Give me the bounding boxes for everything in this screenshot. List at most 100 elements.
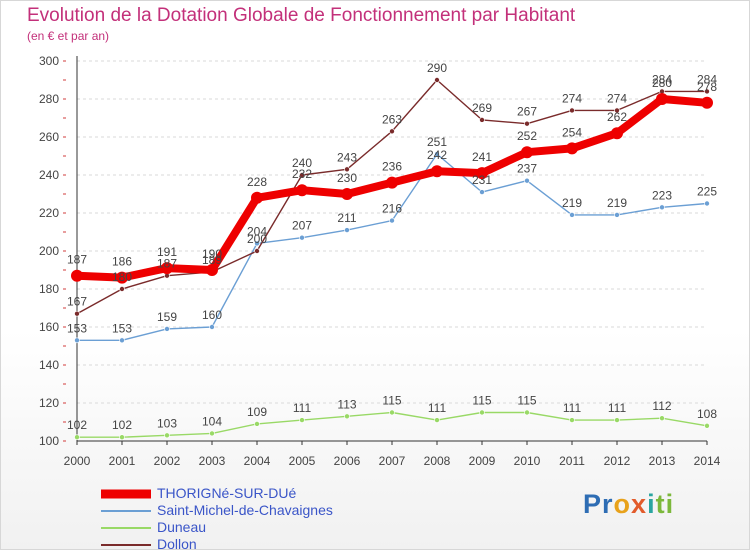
data-point bbox=[524, 177, 530, 184]
data-label: 200 bbox=[247, 232, 267, 246]
x-tick-label: 2001 bbox=[109, 454, 136, 468]
data-point bbox=[209, 324, 215, 330]
data-label: 180 bbox=[112, 270, 132, 284]
x-tick-label: 2007 bbox=[379, 454, 406, 468]
data-point bbox=[656, 93, 668, 105]
data-label: 252 bbox=[517, 129, 537, 143]
data-label: 243 bbox=[337, 150, 357, 164]
data-point bbox=[254, 421, 260, 427]
y-tick-label: 240 bbox=[39, 168, 59, 182]
y-tick-label: 280 bbox=[39, 92, 59, 106]
data-point bbox=[206, 264, 218, 276]
data-label: 190 bbox=[202, 247, 222, 261]
data-point bbox=[479, 117, 485, 123]
data-point bbox=[704, 422, 710, 429]
data-label: 280 bbox=[652, 76, 672, 90]
data-label: 284 bbox=[697, 72, 717, 86]
data-label: 225 bbox=[697, 185, 717, 199]
data-label: 263 bbox=[382, 112, 402, 126]
logo-letter: t bbox=[655, 489, 666, 519]
data-point bbox=[521, 146, 533, 159]
y-tick-label: 200 bbox=[39, 244, 59, 258]
data-point bbox=[119, 434, 125, 441]
y-tick-label: 300 bbox=[39, 54, 59, 68]
data-label: 230 bbox=[337, 171, 357, 185]
data-label: 109 bbox=[247, 405, 267, 419]
data-label: 231 bbox=[472, 173, 492, 187]
data-point bbox=[119, 337, 125, 344]
data-label: 219 bbox=[607, 196, 627, 210]
data-label: 204 bbox=[247, 224, 267, 238]
data-label: 108 bbox=[697, 407, 717, 421]
logo-letter: o bbox=[613, 489, 632, 519]
data-point bbox=[614, 417, 620, 423]
data-label: 111 bbox=[608, 401, 627, 415]
data-point bbox=[701, 96, 713, 109]
data-point bbox=[74, 310, 80, 317]
data-point bbox=[116, 271, 128, 284]
data-label: 290 bbox=[427, 61, 447, 75]
data-label: 232 bbox=[292, 167, 312, 181]
data-point bbox=[344, 413, 350, 420]
data-label: 219 bbox=[562, 196, 582, 210]
data-label: 103 bbox=[157, 416, 177, 430]
x-tick-label: 2010 bbox=[514, 454, 541, 468]
data-point bbox=[164, 432, 170, 439]
data-point bbox=[344, 227, 350, 233]
y-tick-label: 120 bbox=[39, 396, 59, 410]
data-point bbox=[614, 212, 620, 218]
logo-letter: i bbox=[647, 489, 656, 519]
legend-swatch bbox=[101, 526, 151, 529]
x-tick-label: 2003 bbox=[199, 454, 226, 468]
data-label: 112 bbox=[652, 399, 671, 413]
legend-item: Dollon bbox=[101, 536, 421, 553]
data-label: 236 bbox=[382, 160, 402, 174]
x-tick-label: 2002 bbox=[154, 454, 181, 468]
data-point bbox=[479, 189, 485, 195]
data-label: 237 bbox=[517, 162, 537, 176]
logo-letter: i bbox=[665, 489, 675, 519]
data-label: 111 bbox=[428, 401, 447, 415]
data-label: 187 bbox=[157, 257, 177, 271]
data-point bbox=[71, 269, 83, 282]
data-label: 269 bbox=[472, 101, 492, 115]
data-point bbox=[614, 107, 620, 114]
data-label: 104 bbox=[202, 414, 222, 428]
proxiti-logo: Proxiti bbox=[583, 489, 674, 520]
x-tick-label: 2000 bbox=[64, 454, 91, 468]
data-point bbox=[386, 176, 398, 189]
data-label: 115 bbox=[472, 394, 491, 408]
logo-letter: r bbox=[602, 489, 614, 519]
data-label: 242 bbox=[427, 148, 447, 162]
legend-label: Saint-Michel-de-Chavaignes bbox=[157, 502, 333, 518]
data-label: 278 bbox=[697, 80, 717, 94]
legend-label: Duneau bbox=[157, 519, 207, 535]
data-point bbox=[74, 337, 80, 344]
data-point bbox=[296, 184, 308, 197]
x-tick-label: 2009 bbox=[469, 454, 496, 468]
data-point bbox=[524, 409, 530, 416]
data-label: 115 bbox=[382, 394, 401, 408]
data-point bbox=[434, 77, 440, 83]
y-tick-label: 220 bbox=[39, 206, 59, 220]
data-point bbox=[74, 434, 80, 441]
logo-letter: P bbox=[583, 489, 603, 519]
x-tick-label: 2004 bbox=[244, 454, 271, 468]
data-point bbox=[659, 204, 665, 211]
chart-subtitle: (en € et par an) bbox=[27, 29, 110, 43]
data-label: 267 bbox=[517, 105, 537, 119]
x-tick-label: 2008 bbox=[424, 454, 451, 468]
data-point bbox=[434, 417, 440, 423]
data-label: 113 bbox=[337, 397, 356, 411]
data-point bbox=[389, 217, 395, 224]
data-label: 228 bbox=[247, 175, 267, 189]
data-point bbox=[209, 430, 215, 437]
data-label: 111 bbox=[563, 401, 582, 415]
data-label: 274 bbox=[607, 91, 627, 105]
y-tick-label: 140 bbox=[39, 358, 59, 372]
logo-letter: x bbox=[631, 489, 648, 519]
data-point bbox=[164, 326, 170, 332]
data-point bbox=[299, 417, 305, 423]
data-point bbox=[566, 142, 578, 155]
data-label: 102 bbox=[67, 418, 87, 432]
